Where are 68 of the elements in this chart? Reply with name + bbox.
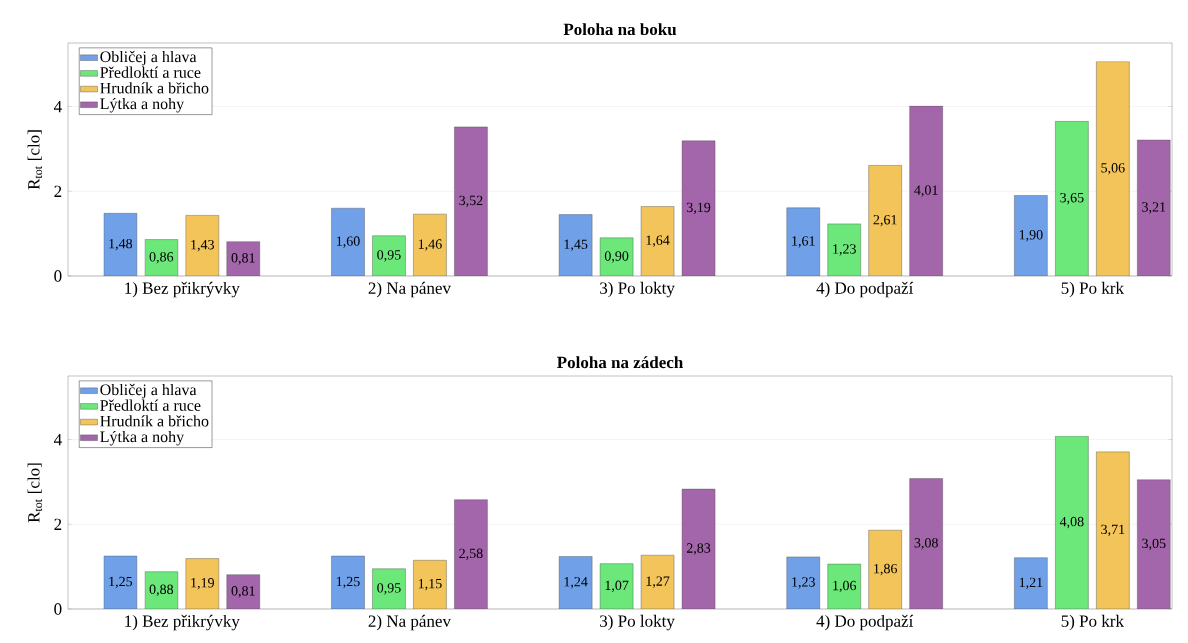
data-label: 3,52: [459, 195, 483, 208]
y-tick-label: 4: [53, 433, 62, 446]
x-tick-label: 1) Bez přikrývky: [125, 614, 240, 631]
legend-label: Předloktí a ruce: [100, 399, 201, 411]
data-label: 3,08: [914, 538, 938, 550]
data-label: 1,43: [191, 240, 215, 252]
x-tick-label: 2) Na pánev: [368, 614, 451, 631]
x-tick-label: 1) Bez přikrývky: [125, 281, 240, 298]
legend-label: Lýtka a nohy: [100, 430, 185, 446]
data-label: 1,15: [418, 578, 442, 591]
data-label: 1,25: [336, 576, 360, 589]
data-label: 1,60: [336, 236, 360, 248]
data-label: 2,58: [459, 548, 483, 561]
x-tick-label: 5) Po krk: [1061, 614, 1124, 631]
y-axis-title: R$_{tot}$ [clo]: [27, 463, 43, 523]
chart-title: Poloha na zádech: [557, 356, 684, 369]
y-tick-label: 2: [54, 518, 62, 530]
data-label: 1,25: [109, 576, 133, 589]
data-label: 1,86: [874, 563, 898, 576]
legend-label: Obličej a hlava: [100, 50, 197, 66]
x-tick-label: 2) Na pánev: [368, 281, 451, 298]
data-label: 1,64: [646, 235, 670, 247]
x-tick-label: 3) Po lokty: [600, 281, 675, 298]
data-label: 0,81: [231, 586, 255, 598]
data-label: 1,90: [1019, 230, 1043, 242]
data-label: 1,24: [564, 577, 588, 589]
y-axis-title: R$_{tot}$ [clo]: [27, 130, 43, 190]
y-tick-label: 4: [53, 100, 62, 113]
data-label: 1,45: [564, 239, 588, 251]
legend-label: Hrudník a břicho: [100, 82, 209, 94]
data-label: 5,06: [1101, 163, 1125, 175]
legend-label: Lýtka a nohy: [100, 97, 185, 113]
data-label: 3,05: [1142, 538, 1166, 551]
data-label: 1,23: [792, 577, 815, 589]
data-label: 1,27: [646, 576, 670, 588]
data-label: 2,83: [686, 543, 711, 555]
data-label: 1,06: [833, 580, 857, 593]
data-label: 3,21: [1142, 202, 1166, 214]
x-tick-label: 4) Do podpaží: [816, 614, 914, 631]
data-label: 1,48: [109, 238, 133, 251]
data-label: 3,65: [1060, 192, 1084, 205]
data-label: 1,19: [191, 578, 214, 590]
data-label: 4,01: [914, 185, 938, 197]
x-tick-label: 3) Po lokty: [600, 614, 675, 631]
data-label: 1,21: [1019, 577, 1043, 590]
data-label: 0,86: [149, 252, 174, 264]
data-label: 3,71: [1101, 524, 1125, 537]
data-label: 0,88: [149, 584, 174, 597]
data-label: 1,07: [605, 580, 629, 593]
data-label: 1,61: [792, 236, 815, 248]
legend-label: Hrudník a břicho: [100, 415, 209, 427]
x-tick-label: 5) Po krk: [1061, 281, 1124, 298]
data-label: 0,81: [231, 253, 255, 265]
legend-label: Předloktí a ruce: [100, 66, 201, 78]
data-label: 2,61: [873, 215, 897, 227]
chart-title: Poloha na boku: [563, 23, 677, 36]
y-tick-label: 2: [54, 185, 62, 197]
x-tick-label: 4) Do podpaží: [816, 281, 914, 298]
data-label: 0,90: [604, 251, 629, 263]
y-tick-label: 0: [54, 603, 62, 615]
y-tick-label: 0: [54, 270, 62, 282]
data-label: 1,23: [833, 244, 856, 256]
data-label: 3,19: [686, 202, 711, 215]
data-label: 0,95: [377, 250, 401, 262]
legend-label: Obličej a hlava: [100, 383, 197, 399]
data-label: 1,46: [418, 239, 442, 251]
data-label: 0,95: [377, 583, 401, 595]
data-label: 4,08: [1059, 516, 1084, 529]
